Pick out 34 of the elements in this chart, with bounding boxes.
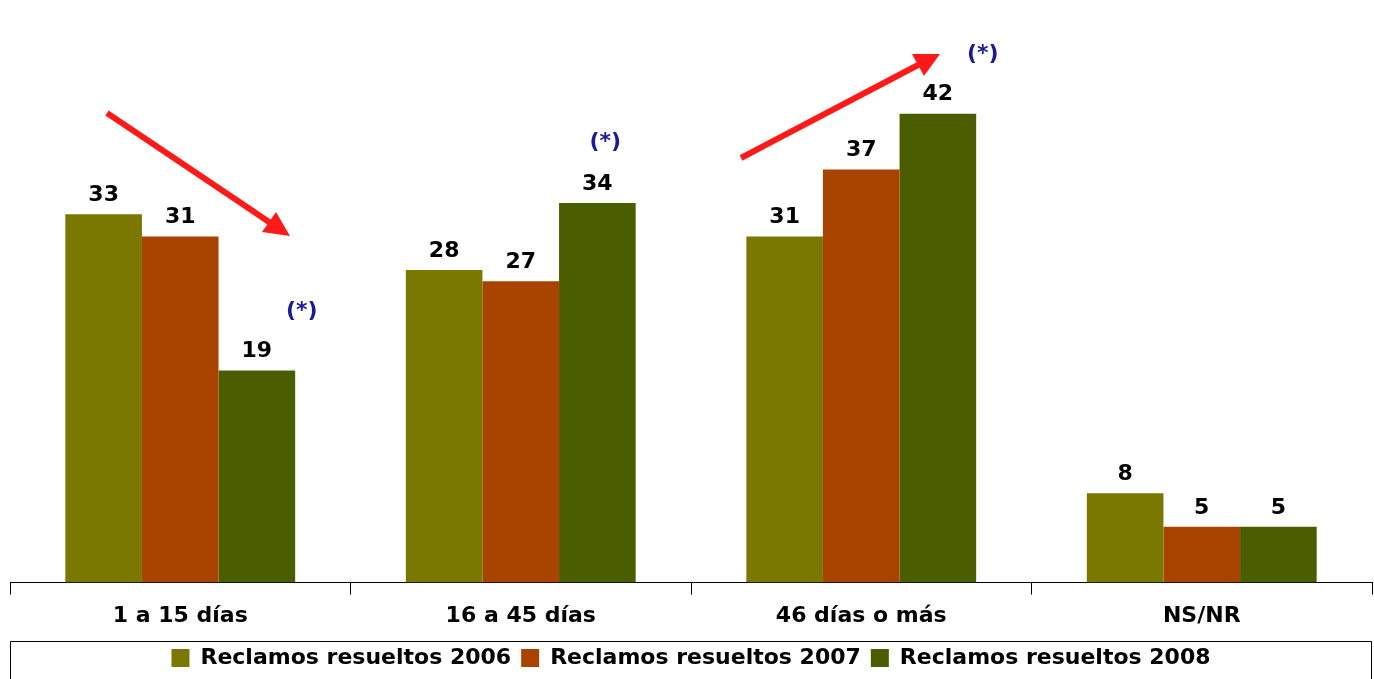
- bar: [141, 236, 219, 583]
- bar: [405, 270, 483, 583]
- legend-label: Reclamos resueltos 2007: [550, 643, 861, 669]
- x-tick-label: 16 a 45 días: [445, 601, 596, 627]
- data-label: 31: [769, 203, 800, 229]
- x-tick-label: 46 días o más: [775, 601, 947, 627]
- data-label: 34: [582, 169, 613, 195]
- data-label: 28: [428, 236, 460, 262]
- data-label: 27: [505, 247, 537, 273]
- data-label: 42: [922, 80, 954, 106]
- annotation: (*): [286, 297, 318, 323]
- bar: [899, 113, 977, 583]
- bar: [822, 169, 900, 583]
- bar: [1086, 493, 1164, 583]
- data-label: 5: [1270, 493, 1287, 519]
- data-label: 33: [88, 180, 119, 206]
- bar: [218, 370, 296, 583]
- data-label: 31: [164, 203, 196, 229]
- legend-label: Reclamos resueltos 2006: [200, 643, 512, 669]
- data-label: 5: [1194, 493, 1210, 519]
- legend-label: Reclamos resueltos 2008: [899, 643, 1211, 669]
- annotation: (*): [589, 127, 622, 153]
- x-tick-label: 1 a 15 días: [112, 601, 248, 627]
- data-label: 37: [845, 136, 877, 162]
- data-label: 19: [241, 337, 273, 363]
- text: (*): [967, 40, 999, 66]
- data-label: 8: [1117, 460, 1133, 486]
- bar: [65, 214, 142, 583]
- bar: [482, 281, 560, 583]
- bar: [559, 203, 636, 583]
- bar: [1163, 526, 1241, 583]
- x-tick-label: NS/NR: [1162, 601, 1241, 627]
- bar: [746, 236, 823, 583]
- bar: [1240, 526, 1317, 583]
